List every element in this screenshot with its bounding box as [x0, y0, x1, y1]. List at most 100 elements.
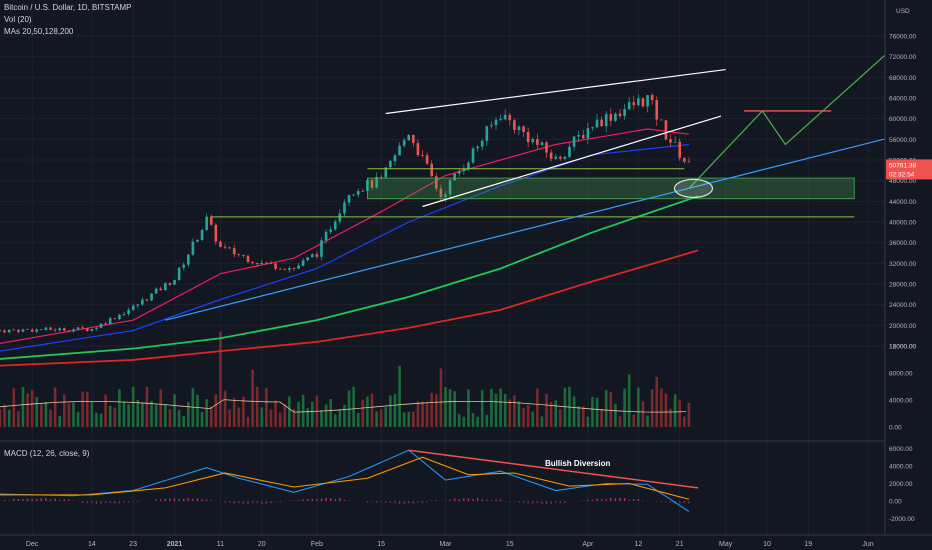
- price-tick-label: 4000.00: [889, 398, 913, 405]
- macd-histogram-bar: [100, 501, 102, 504]
- macd-histogram-bar: [36, 498, 38, 501]
- volume-bar: [177, 410, 181, 427]
- price-tick-label: 40000.00: [889, 220, 916, 227]
- macd-histogram-bar: [169, 498, 171, 501]
- candle-body: [618, 113, 622, 117]
- candle-body: [301, 260, 305, 266]
- macd-histogram-bar: [325, 497, 327, 501]
- date-axis[interactable]: Dec 14 23 2021 11 20 Feb 15 Mar 15 Apr 12 21 May 10 19 J…: [0, 534, 932, 550]
- volume-bar: [430, 392, 434, 427]
- macd-histogram-bar: [656, 501, 658, 502]
- candle-body: [503, 114, 507, 120]
- macd-histogram-bar: [467, 498, 470, 501]
- macd-histogram-bar: [449, 499, 451, 501]
- macd-histogram-bar: [486, 499, 488, 501]
- candle-body: [200, 229, 204, 240]
- macd-histogram-bar: [228, 501, 231, 503]
- candle-body: [329, 229, 332, 232]
- candle-body: [522, 126, 525, 132]
- volume-bar: [292, 409, 296, 427]
- candle-body: [425, 155, 429, 164]
- volume-bar: [7, 409, 11, 427]
- macd-histogram-bar: [380, 501, 382, 503]
- volume-bar: [366, 396, 369, 427]
- candle-body: [591, 127, 594, 129]
- volume-bar: [297, 401, 300, 427]
- macd-histogram-bar: [545, 501, 548, 504]
- volume-indicator-label[interactable]: Vol (20): [4, 15, 32, 24]
- macd-histogram-bar: [421, 501, 424, 503]
- macd-histogram-bar: [394, 501, 396, 504]
- moving-averages-label[interactable]: MAs 20,50,128,200: [4, 27, 74, 36]
- macd-histogram-bar: [265, 501, 268, 504]
- macd-histogram-bar: [279, 501, 281, 503]
- macd-histogram-bar: [173, 498, 176, 501]
- volume-bar: [186, 401, 190, 427]
- candle-body: [333, 221, 337, 230]
- current-price-tag: [886, 159, 932, 180]
- volume-bar: [416, 401, 420, 427]
- candle-body: [664, 120, 668, 140]
- candle-body: [246, 255, 250, 263]
- price-axis[interactable]: USD 76000.00 72000.00 68000.00 64000.00 60000…: [884, 0, 932, 550]
- macd-histogram-bar: [178, 499, 180, 501]
- symbol-title[interactable]: Bitcoin / U.S. Dollar, 1D, BITSTAMP: [4, 3, 132, 12]
- drawing-annotations[interactable]: [165, 32, 932, 321]
- macd-histogram-bar: [13, 498, 15, 501]
- candle-body: [214, 224, 218, 242]
- candle-body: [164, 283, 167, 290]
- macd-histogram-bar: [375, 501, 378, 504]
- candle-body: [536, 139, 539, 145]
- candle-body: [81, 327, 84, 329]
- candle-body: [338, 213, 342, 222]
- macd-histogram-bar: [17, 499, 20, 501]
- volume-bar: [53, 387, 57, 427]
- volume-bar: [604, 390, 608, 427]
- macd-histogram-bar: [302, 499, 304, 501]
- support-zone: [367, 177, 855, 200]
- candle-body: [209, 216, 213, 225]
- candle-body: [219, 241, 222, 247]
- volume-bar: [490, 388, 493, 427]
- volume-bar: [58, 416, 62, 427]
- candle-body: [182, 264, 186, 268]
- volume-bar: [205, 399, 208, 427]
- date-tick-label: 10: [763, 541, 771, 548]
- volume-bar: [577, 406, 580, 427]
- candle-body: [310, 254, 314, 258]
- volume-bar: [200, 412, 204, 427]
- candle-body: [572, 136, 576, 147]
- candle-body: [145, 299, 149, 301]
- macd-histogram-bar: [444, 500, 447, 501]
- volume-bar: [288, 396, 291, 427]
- candle-body: [320, 240, 323, 257]
- date-tick-label: 11: [217, 541, 224, 548]
- candle-body: [274, 263, 277, 269]
- candle-body: [141, 299, 144, 305]
- price-tick-label: 48000.00: [889, 178, 916, 185]
- candle-body: [476, 146, 479, 149]
- candle-body: [150, 293, 153, 301]
- candle-body: [297, 265, 300, 269]
- candle-body: [122, 314, 126, 315]
- volume-bar: [343, 404, 346, 427]
- macd-indicator-label[interactable]: MACD (12, 26, close, 9): [4, 449, 90, 458]
- macd-histogram-bar: [669, 501, 672, 503]
- volume-bar: [76, 412, 80, 427]
- bar-countdown: 02:32:54: [889, 171, 915, 178]
- macd-histogram-bar: [242, 501, 245, 505]
- macd-histogram-bar: [311, 498, 313, 501]
- macd-pane: [0, 449, 699, 512]
- macd-histogram-bar: [564, 501, 566, 503]
- volume-bar: [219, 331, 222, 427]
- volume-bar: [310, 401, 314, 427]
- volume-bar: [104, 394, 107, 427]
- candle-body: [513, 120, 516, 131]
- macd-histogram-bar: [665, 501, 667, 503]
- date-tick-label: Jun: [862, 541, 873, 548]
- candle-body: [228, 247, 231, 249]
- price-tick-label: 44000.00: [889, 199, 916, 206]
- candle-body: [554, 156, 558, 159]
